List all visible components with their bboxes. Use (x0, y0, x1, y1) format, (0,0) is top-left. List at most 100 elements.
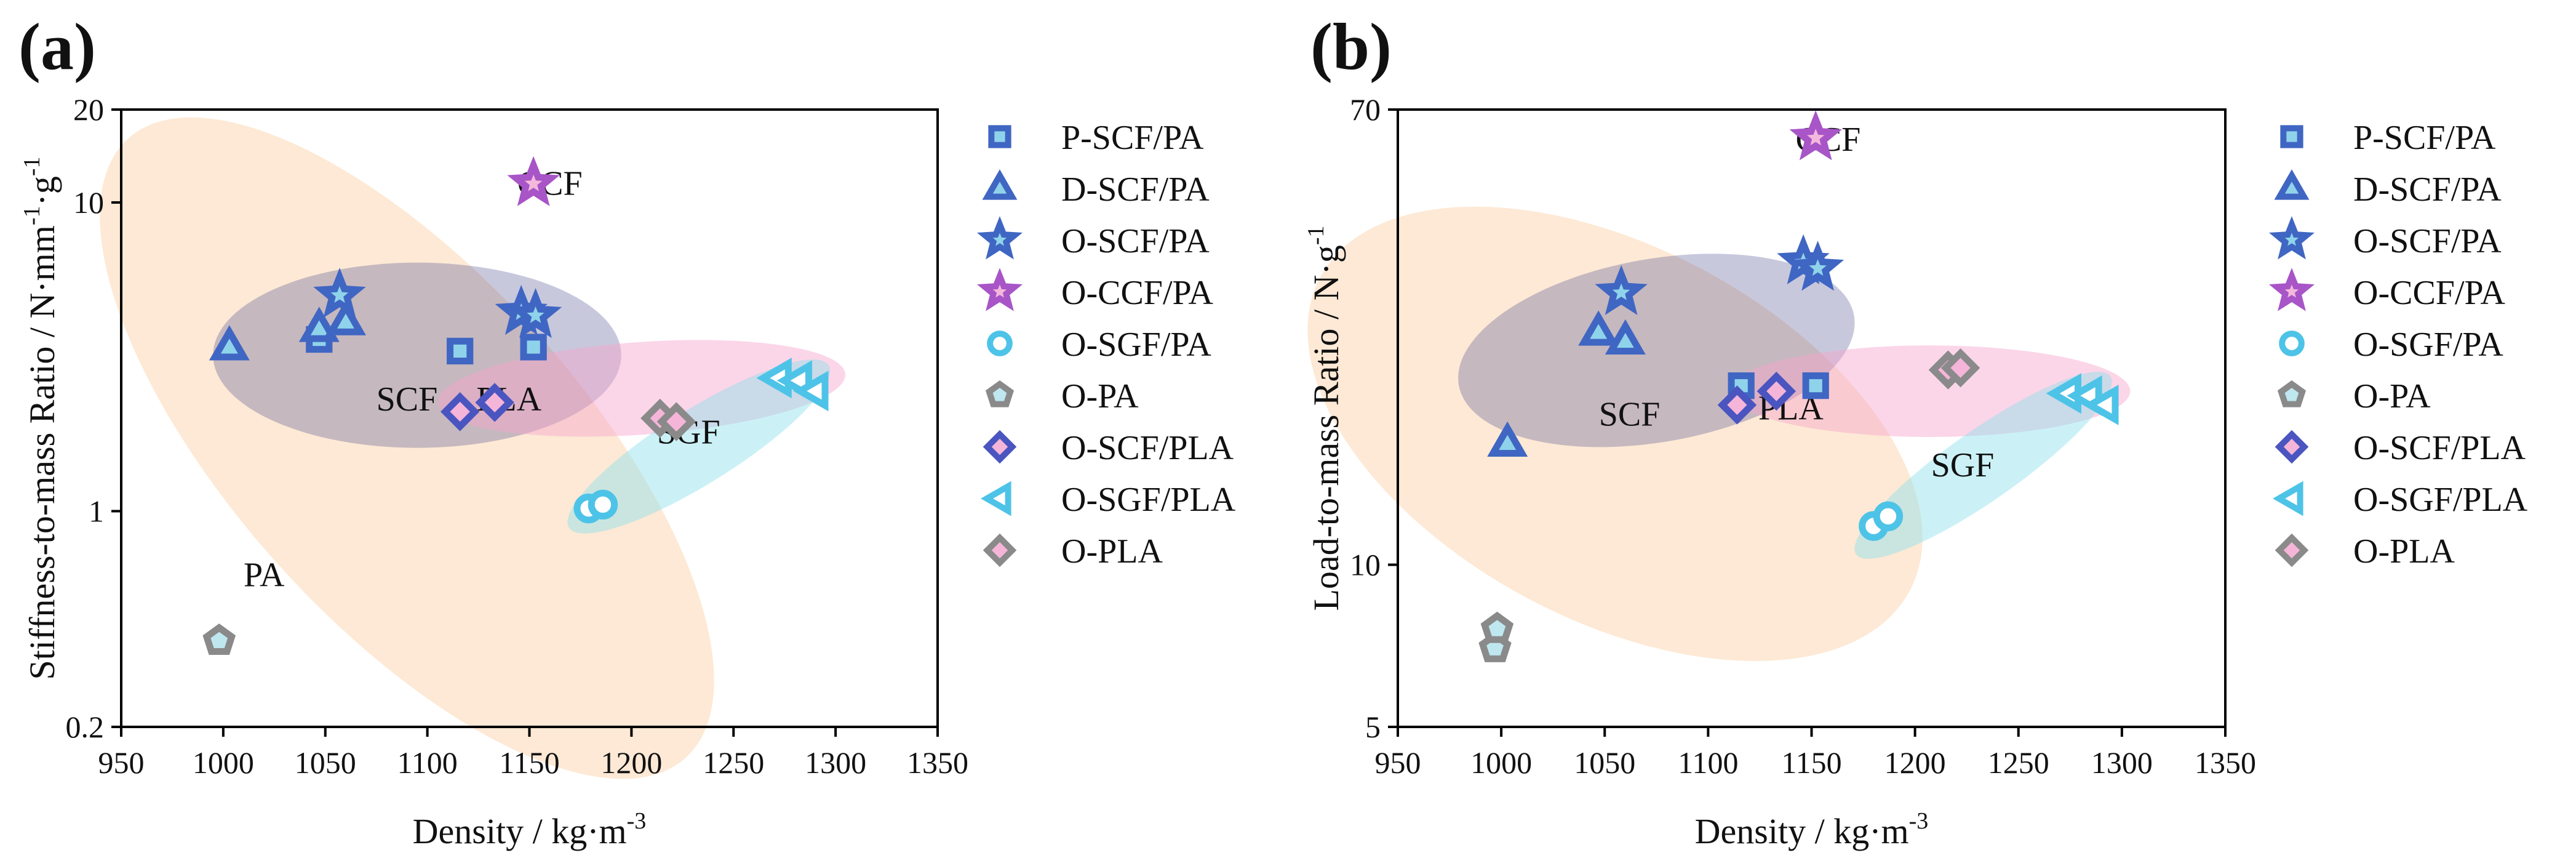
point-o-scf-pla (475, 383, 514, 422)
point-o-pa (202, 623, 236, 655)
data-points (1478, 110, 2119, 662)
legend-label: O-SCF/PA (2353, 222, 2502, 260)
legend-label: D-SCF/PA (1061, 170, 1210, 209)
legend: P-SCF/PA D-SCF/PA O-SCF/PA O-CCF/PA O-SGF/PA… (2268, 119, 2528, 571)
legend-marker-p-scf-pa (988, 125, 1011, 148)
x-tick-label: 950 (98, 745, 145, 780)
point-p-scf-pa (1802, 372, 1829, 399)
legend-marker-o-sgf-pa (2279, 331, 2305, 356)
legend-label: O-PLA (2353, 532, 2455, 571)
point-d-scf-pa (1487, 421, 1528, 457)
legend-marker-o-pa (2277, 380, 2307, 407)
region-label-scf: SCF (1599, 396, 1661, 434)
region-ellipses (100, 117, 845, 779)
x-tick-label: 1050 (295, 745, 356, 780)
x-axis-title: Density / kg·m-3 (1695, 808, 1929, 851)
legend-marker-o-pla (2275, 533, 2309, 567)
point-o-pla (656, 402, 696, 441)
y-axis-title-sup: -1 (1303, 225, 1329, 245)
y-axis-title-text: ·g (22, 176, 62, 206)
point-d-scf-pa (1605, 319, 1646, 355)
legend-label: O-PLA (1061, 532, 1163, 571)
legend-label: P-SCF/PA (1061, 119, 1204, 157)
point-d-scf-pa (298, 307, 340, 342)
y-tick-label: 0.2 (66, 710, 105, 744)
legend-marker-d-scf-pa (2274, 169, 2310, 200)
x-tick-label: 1250 (703, 745, 764, 780)
point-o-sgf-pa (588, 489, 618, 520)
point-o-sgf-pla (793, 371, 829, 412)
x-tick-label: 1000 (1470, 745, 1532, 780)
point-o-scf-pa (313, 268, 366, 318)
legend-label: O-SGF/PA (2353, 326, 2503, 364)
region-pla (437, 340, 845, 437)
x-tick-label: 1100 (1678, 745, 1738, 780)
point-o-scf-pla (1717, 385, 1757, 425)
legend-marker-o-scf-pa (976, 216, 1023, 260)
region-label-sgf: SGF (1931, 446, 1995, 484)
point-o-sgf-pla (2083, 384, 2119, 425)
legend-marker-o-pa (985, 380, 1015, 407)
x-axis-title-text: Density / kg·m (1695, 811, 1909, 851)
point-o-ccf-pa (1789, 110, 1843, 161)
point-p-scf-pa (447, 337, 474, 365)
legend: P-SCF/PA D-SCF/PA O-SCF/PA O-CCF/PA O-SGF/PA… (976, 119, 1236, 571)
point-d-scf-pa (325, 300, 366, 335)
legend-label: O-PA (2353, 377, 2431, 415)
y-axis-title: Load-to-mass Ratio / N·g-1 (1303, 225, 1346, 611)
y-axis-title: Stiffness-to-mass Ratio / N·mm-1·g-1 (19, 156, 62, 680)
panel-label: (a) (18, 10, 96, 84)
chart-panel-a: (a) 950 1000 1050 1100 1150 1200 1250 1300 1350 0.… (18, 10, 1236, 851)
y-axis-title-sup: -1 (19, 206, 45, 225)
x-tick-label: 1100 (397, 745, 458, 780)
legend-label: O-SGF/PLA (2353, 481, 2528, 519)
point-o-scf-pla (441, 392, 480, 431)
legend-marker-o-scf-pa (2268, 216, 2315, 260)
x-tick-label: 1000 (193, 745, 254, 780)
x-tick-label: 1150 (499, 745, 559, 780)
legend-marker-o-scf-pla (2275, 430, 2309, 464)
y-tick-label: 5 (1365, 710, 1381, 744)
y-tick-label: 1 (89, 494, 104, 528)
region-scf (1458, 254, 1855, 447)
data-points (202, 156, 829, 655)
y-tick-label: 20 (73, 92, 104, 127)
x-axis-title-sup: -3 (1909, 808, 1929, 834)
x-tick-label: 1300 (2091, 745, 2153, 780)
x-axis-title: Density / kg·m-3 (413, 808, 647, 851)
y-tick-label: 10 (73, 185, 104, 220)
legend-marker-o-ccf-pa (2268, 268, 2315, 311)
point-o-pla (1940, 348, 1980, 388)
region-sgf (567, 359, 831, 534)
x-tick-label: 950 (1375, 745, 1421, 780)
point-o-scf-pla (1757, 371, 1796, 411)
region-pa (100, 117, 714, 779)
legend-marker-o-scf-pla (983, 430, 1017, 464)
region-label-scf: SCF (377, 380, 438, 419)
region-pla (1729, 345, 2131, 437)
region-ellipses (1307, 206, 2131, 662)
chart-panel-b: (b) 950 1000 1050 1100 1150 1200 1250 1300 1350 5 1… (1303, 10, 2528, 851)
legend-label: O-CCF/PA (1061, 274, 1214, 312)
y-axis-title-sup: -1 (19, 156, 45, 176)
point-o-sgf-pa (1873, 501, 1904, 532)
legend-label: O-PA (1061, 377, 1139, 415)
region-label-pa: PA (244, 556, 285, 595)
legend-marker-o-sgf-pa (987, 331, 1013, 356)
legend-label: O-SGF/PA (1061, 326, 1211, 364)
point-o-scf-pa (1792, 241, 1844, 291)
x-tick-label: 1200 (600, 745, 662, 780)
point-d-scf-pa (1578, 310, 1619, 346)
legend-label: O-SCF/PA (1061, 222, 1210, 260)
legend-label: D-SCF/PA (2353, 170, 2502, 209)
point-d-scf-pa (209, 325, 250, 361)
legend-label: O-SGF/PLA (1061, 481, 1236, 519)
x-tick-label: 1250 (1988, 745, 2049, 780)
legend-marker-o-sgf-pla (2273, 481, 2303, 516)
region-pa (1307, 206, 1923, 662)
legend-marker-d-scf-pa (982, 169, 1018, 200)
legend-marker-o-sgf-pla (981, 481, 1011, 516)
x-tick-label: 1200 (1884, 745, 1946, 780)
point-p-scf-pa (520, 334, 547, 361)
